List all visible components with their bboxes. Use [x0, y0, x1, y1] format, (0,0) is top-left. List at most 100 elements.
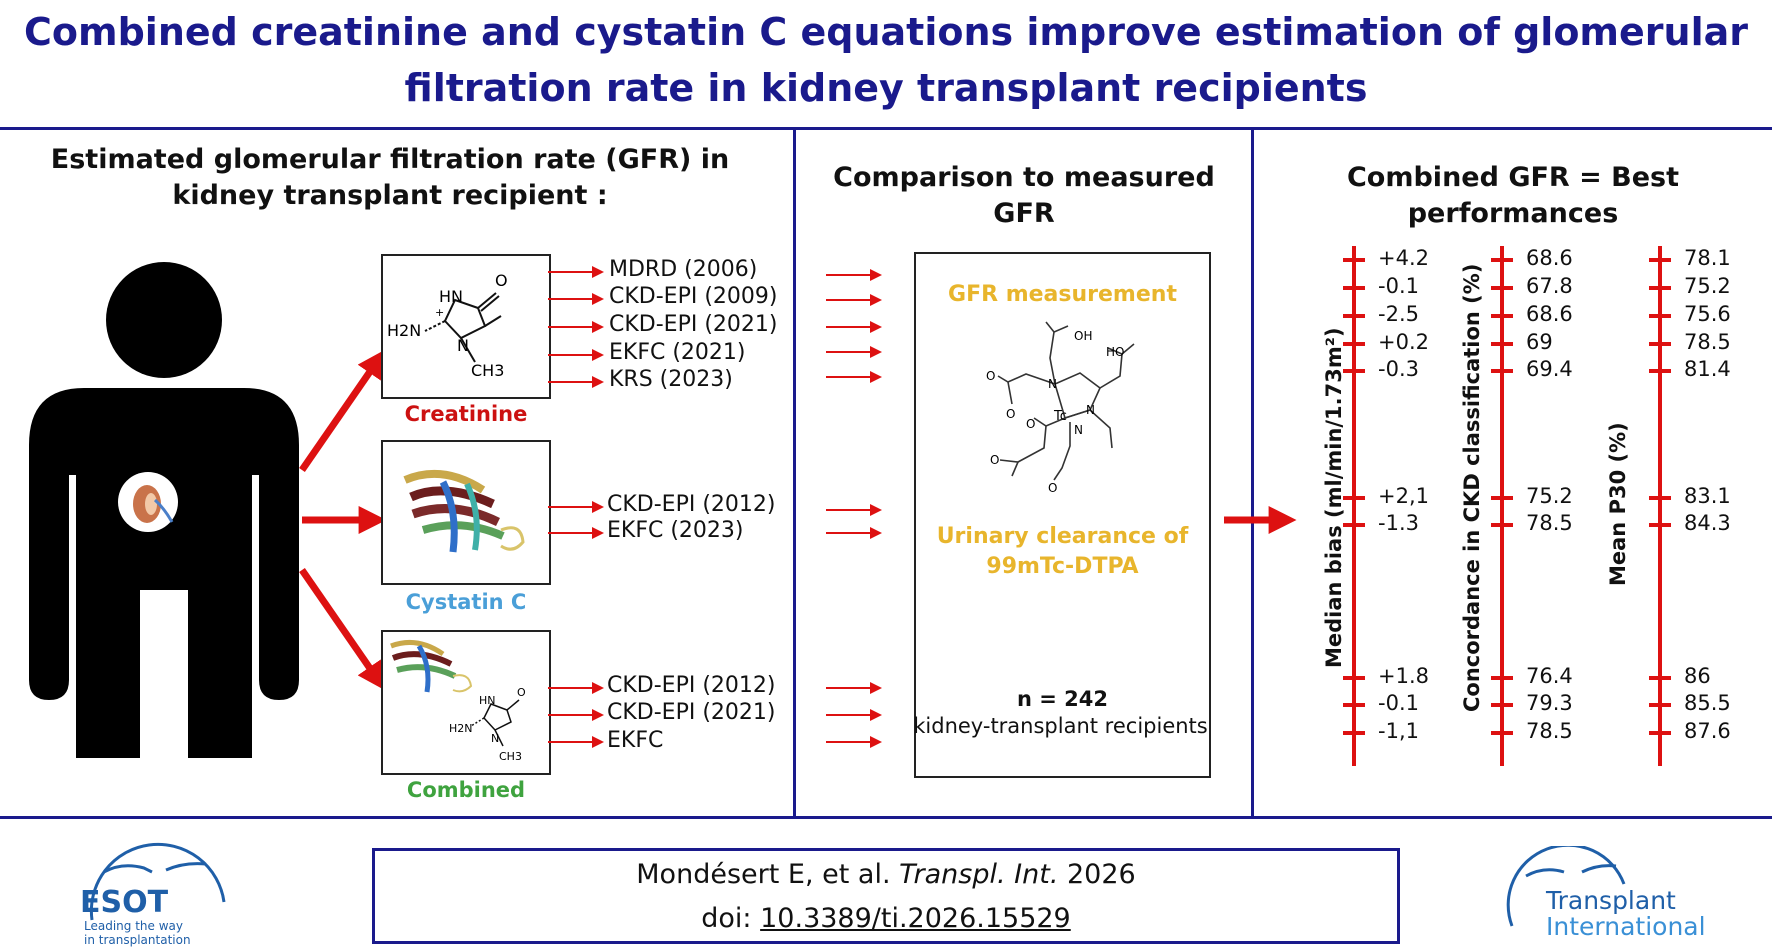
svg-text:O: O — [1006, 407, 1015, 421]
svg-text:OH: OH — [1074, 329, 1092, 343]
metric-value: 85.5 — [1684, 691, 1731, 715]
metric-value: 69 — [1526, 330, 1553, 354]
eq-combined-3: EKFC — [607, 728, 664, 753]
eq-creatinine-5: KRS (2023) — [609, 367, 733, 392]
esot-tagline-2: in transplantation — [84, 933, 191, 947]
metric-value: 67.8 — [1526, 274, 1573, 298]
svg-text:O: O — [990, 453, 999, 467]
metric-value: 68.6 — [1526, 246, 1573, 270]
cystatin-structure-box — [381, 440, 551, 585]
eq-creatinine-2: CKD-EPI (2009) — [609, 284, 778, 309]
metric-value: +0.2 — [1378, 330, 1429, 354]
creatinine-structure-box: O HN + H2N N CH3 — [381, 254, 551, 399]
svg-text:N: N — [1086, 403, 1095, 417]
citation-year: 2026 — [1067, 859, 1136, 890]
ckd-concordance-axis-label: Concordance in CKD classification (%) — [1460, 263, 1484, 712]
doi-prefix: doi: — [701, 903, 752, 934]
metric-value: 87.6 — [1684, 719, 1731, 743]
eq-creatinine-3: CKD-EPI (2021) — [609, 312, 778, 337]
panel-divider-1 — [793, 129, 796, 816]
doi-link[interactable]: 10.3389/ti.2026.15529 — [760, 903, 1071, 934]
eq-combined-2: CKD-EPI (2021) — [607, 700, 776, 725]
metric-value: -1,1 — [1378, 719, 1419, 743]
metric-value: 83.1 — [1684, 484, 1731, 508]
metric-value: +1.8 — [1378, 664, 1429, 688]
metric-value: 84.3 — [1684, 511, 1731, 535]
svg-text:+: + — [435, 306, 444, 319]
metric-value: 75.2 — [1684, 274, 1731, 298]
metric-value: 68.6 — [1526, 302, 1573, 326]
svg-text:Tc: Tc — [1053, 409, 1067, 424]
header-divider — [0, 127, 1772, 130]
cystatin-protein-icon — [403, 469, 525, 553]
ti-logo-line2: International — [1546, 912, 1706, 941]
citation-box: Mondésert E, et al. Transpl. Int. 2026 d… — [372, 848, 1400, 944]
svg-text:N: N — [1074, 423, 1083, 437]
metric-value: 78.5 — [1526, 719, 1573, 743]
citation-journal: Transpl. Int. — [899, 859, 1059, 890]
combined-molecule-icon: O HN H2N N CH3 — [390, 639, 526, 763]
n-subtitle: kidney-transplant recipients — [913, 714, 1208, 738]
svg-text:HN: HN — [439, 287, 463, 306]
svg-text:HO: HO — [1106, 345, 1124, 359]
metric-value: -0.1 — [1378, 691, 1419, 715]
metric-value: 81.4 — [1684, 357, 1731, 381]
body-to-groups-arrows — [299, 349, 387, 691]
cystatin-label: Cystatin C — [405, 590, 527, 614]
svg-text:CH3: CH3 — [471, 361, 504, 380]
mean-p30-axis-label: Mean P30 (%) — [1606, 422, 1630, 586]
esot-logo-name: ESOT — [80, 885, 169, 920]
panel1-heading: Estimated glomerular filtration rate (GF… — [50, 144, 730, 211]
svg-text:O: O — [495, 271, 508, 290]
metric-value: 78.5 — [1526, 511, 1573, 535]
doi-line: doi: 10.3389/ti.2026.15529 — [375, 897, 1397, 941]
creatinine-label: Creatinine — [404, 402, 528, 426]
ti-logo-line1: Transplant — [1546, 886, 1676, 915]
svg-text:H2N: H2N — [387, 321, 421, 340]
metric-value: 78.5 — [1684, 330, 1731, 354]
svg-text:O: O — [517, 686, 526, 699]
panel3-heading: Combined GFR = Best performances — [1346, 162, 1680, 229]
svg-text:O: O — [1026, 417, 1035, 431]
page-title: Combined creatinine and cystatin C equat… — [24, 10, 1748, 110]
metric-value: -0.3 — [1378, 357, 1419, 381]
eq-cystatin-2: EKFC (2023) — [607, 518, 744, 543]
n-count-label: n = 242 — [1016, 687, 1108, 711]
svg-text:N: N — [1048, 377, 1057, 391]
metric-value: -2.5 — [1378, 302, 1419, 326]
metric-value: 76.4 — [1526, 664, 1573, 688]
metric-value: 79.3 — [1526, 691, 1573, 715]
esot-logo — [89, 842, 226, 921]
creatinine-molecule: O HN + H2N N CH3 — [387, 271, 508, 380]
svg-text:H2N: H2N — [449, 722, 473, 735]
svg-text:HN: HN — [479, 694, 496, 707]
metric-value: 86 — [1684, 664, 1711, 688]
metric-value: 78.1 — [1684, 246, 1731, 270]
eq-creatinine-1: MDRD (2006) — [609, 257, 758, 282]
median-bias-axis-label: Median bias (ml/min/1.73m²) — [1322, 327, 1346, 668]
metric-value: -0.1 — [1378, 274, 1419, 298]
combined-label: Combined — [406, 778, 526, 802]
metric-value: 75.2 — [1526, 484, 1573, 508]
svg-text:N: N — [491, 732, 499, 745]
human-silhouette — [29, 262, 299, 758]
transplant-international-logo — [1506, 846, 1626, 927]
citation-authors: Mondésert E, et al. — [636, 859, 891, 890]
urinary-clearance-label: Urinary clearance of 99mTc-DTPA — [936, 524, 1189, 579]
svg-text:O: O — [986, 369, 995, 383]
metric-value: -1.3 — [1378, 511, 1419, 535]
metric-value: +2,1 — [1378, 484, 1429, 508]
citation-line: Mondésert E, et al. Transpl. Int. 2026 — [375, 853, 1397, 897]
eq-combined-1: CKD-EPI (2012) — [607, 673, 776, 698]
combined-structure-box: O HN H2N N CH3 — [381, 630, 551, 775]
metric-value: +4.2 — [1378, 246, 1429, 270]
esot-tagline-1: Leading the way — [84, 919, 183, 933]
svg-text:O: O — [1048, 481, 1057, 495]
eq-cystatin-1: CKD-EPI (2012) — [607, 492, 776, 517]
metric-value: 69.4 — [1526, 357, 1573, 381]
eq-creatinine-4: EKFC (2021) — [609, 340, 746, 365]
svg-text:CH3: CH3 — [499, 750, 522, 763]
metric-value: 75.6 — [1684, 302, 1731, 326]
